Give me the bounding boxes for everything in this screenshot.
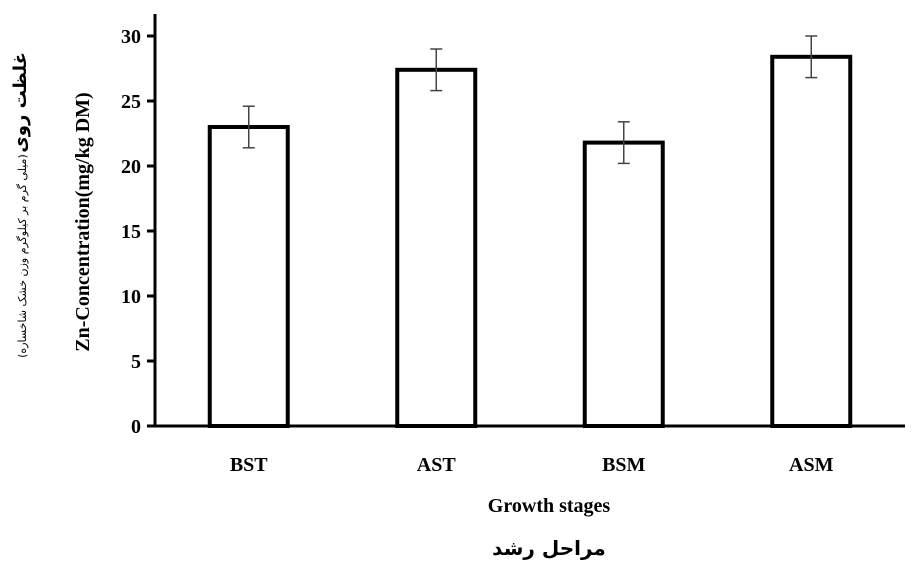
x-tick-label-asm: ASM xyxy=(789,454,834,476)
bar-asm xyxy=(770,54,853,429)
y-axis-title-persian-main: غلظت روی xyxy=(10,52,31,153)
error-bar-bsm xyxy=(617,121,630,165)
x-tick-label-bst: BST xyxy=(230,454,268,476)
bar-bsm xyxy=(582,140,665,428)
y-tick-label: 10 xyxy=(121,286,141,308)
bar-bst xyxy=(207,125,290,428)
bar-ast xyxy=(395,67,478,429)
error-bar-ast xyxy=(430,48,443,92)
x-tick-label-ast: AST xyxy=(417,454,457,476)
x-axis-title-persian: مراحل رشد xyxy=(492,536,606,560)
y-tick-label: 15 xyxy=(121,221,141,243)
y-tick-label: 25 xyxy=(121,91,141,113)
y-tick-label: 5 xyxy=(131,351,141,373)
bars xyxy=(207,35,853,429)
y-axis-title-persian: غلظت روی (میلی گرم بر کیلوگرم وزن خشک شا… xyxy=(10,52,31,358)
y-ticks: 0 5 10 15 20 25 30 xyxy=(121,26,155,438)
error-bar-bst xyxy=(242,105,255,149)
y-tick-label: 20 xyxy=(121,156,141,178)
y-tick-label: 0 xyxy=(131,416,141,438)
x-axis-title: Growth stages xyxy=(488,495,611,517)
x-tick-label-bsm: BSM xyxy=(602,454,645,476)
y-axis-title-persian-sub: (میلی گرم بر کیلوگرم وزن خشک شاخساره) xyxy=(16,154,29,358)
y-tick-label: 30 xyxy=(121,26,141,48)
error-bar-asm xyxy=(805,35,818,79)
y-axis-title: Zn-Concentration(mg/kg DM) xyxy=(72,92,94,351)
x-ticks: BST AST BSM ASM xyxy=(230,454,834,476)
y-axis-title-persian-group: غلظت روی (میلی گرم بر کیلوگرم وزن خشک شا… xyxy=(10,52,31,358)
